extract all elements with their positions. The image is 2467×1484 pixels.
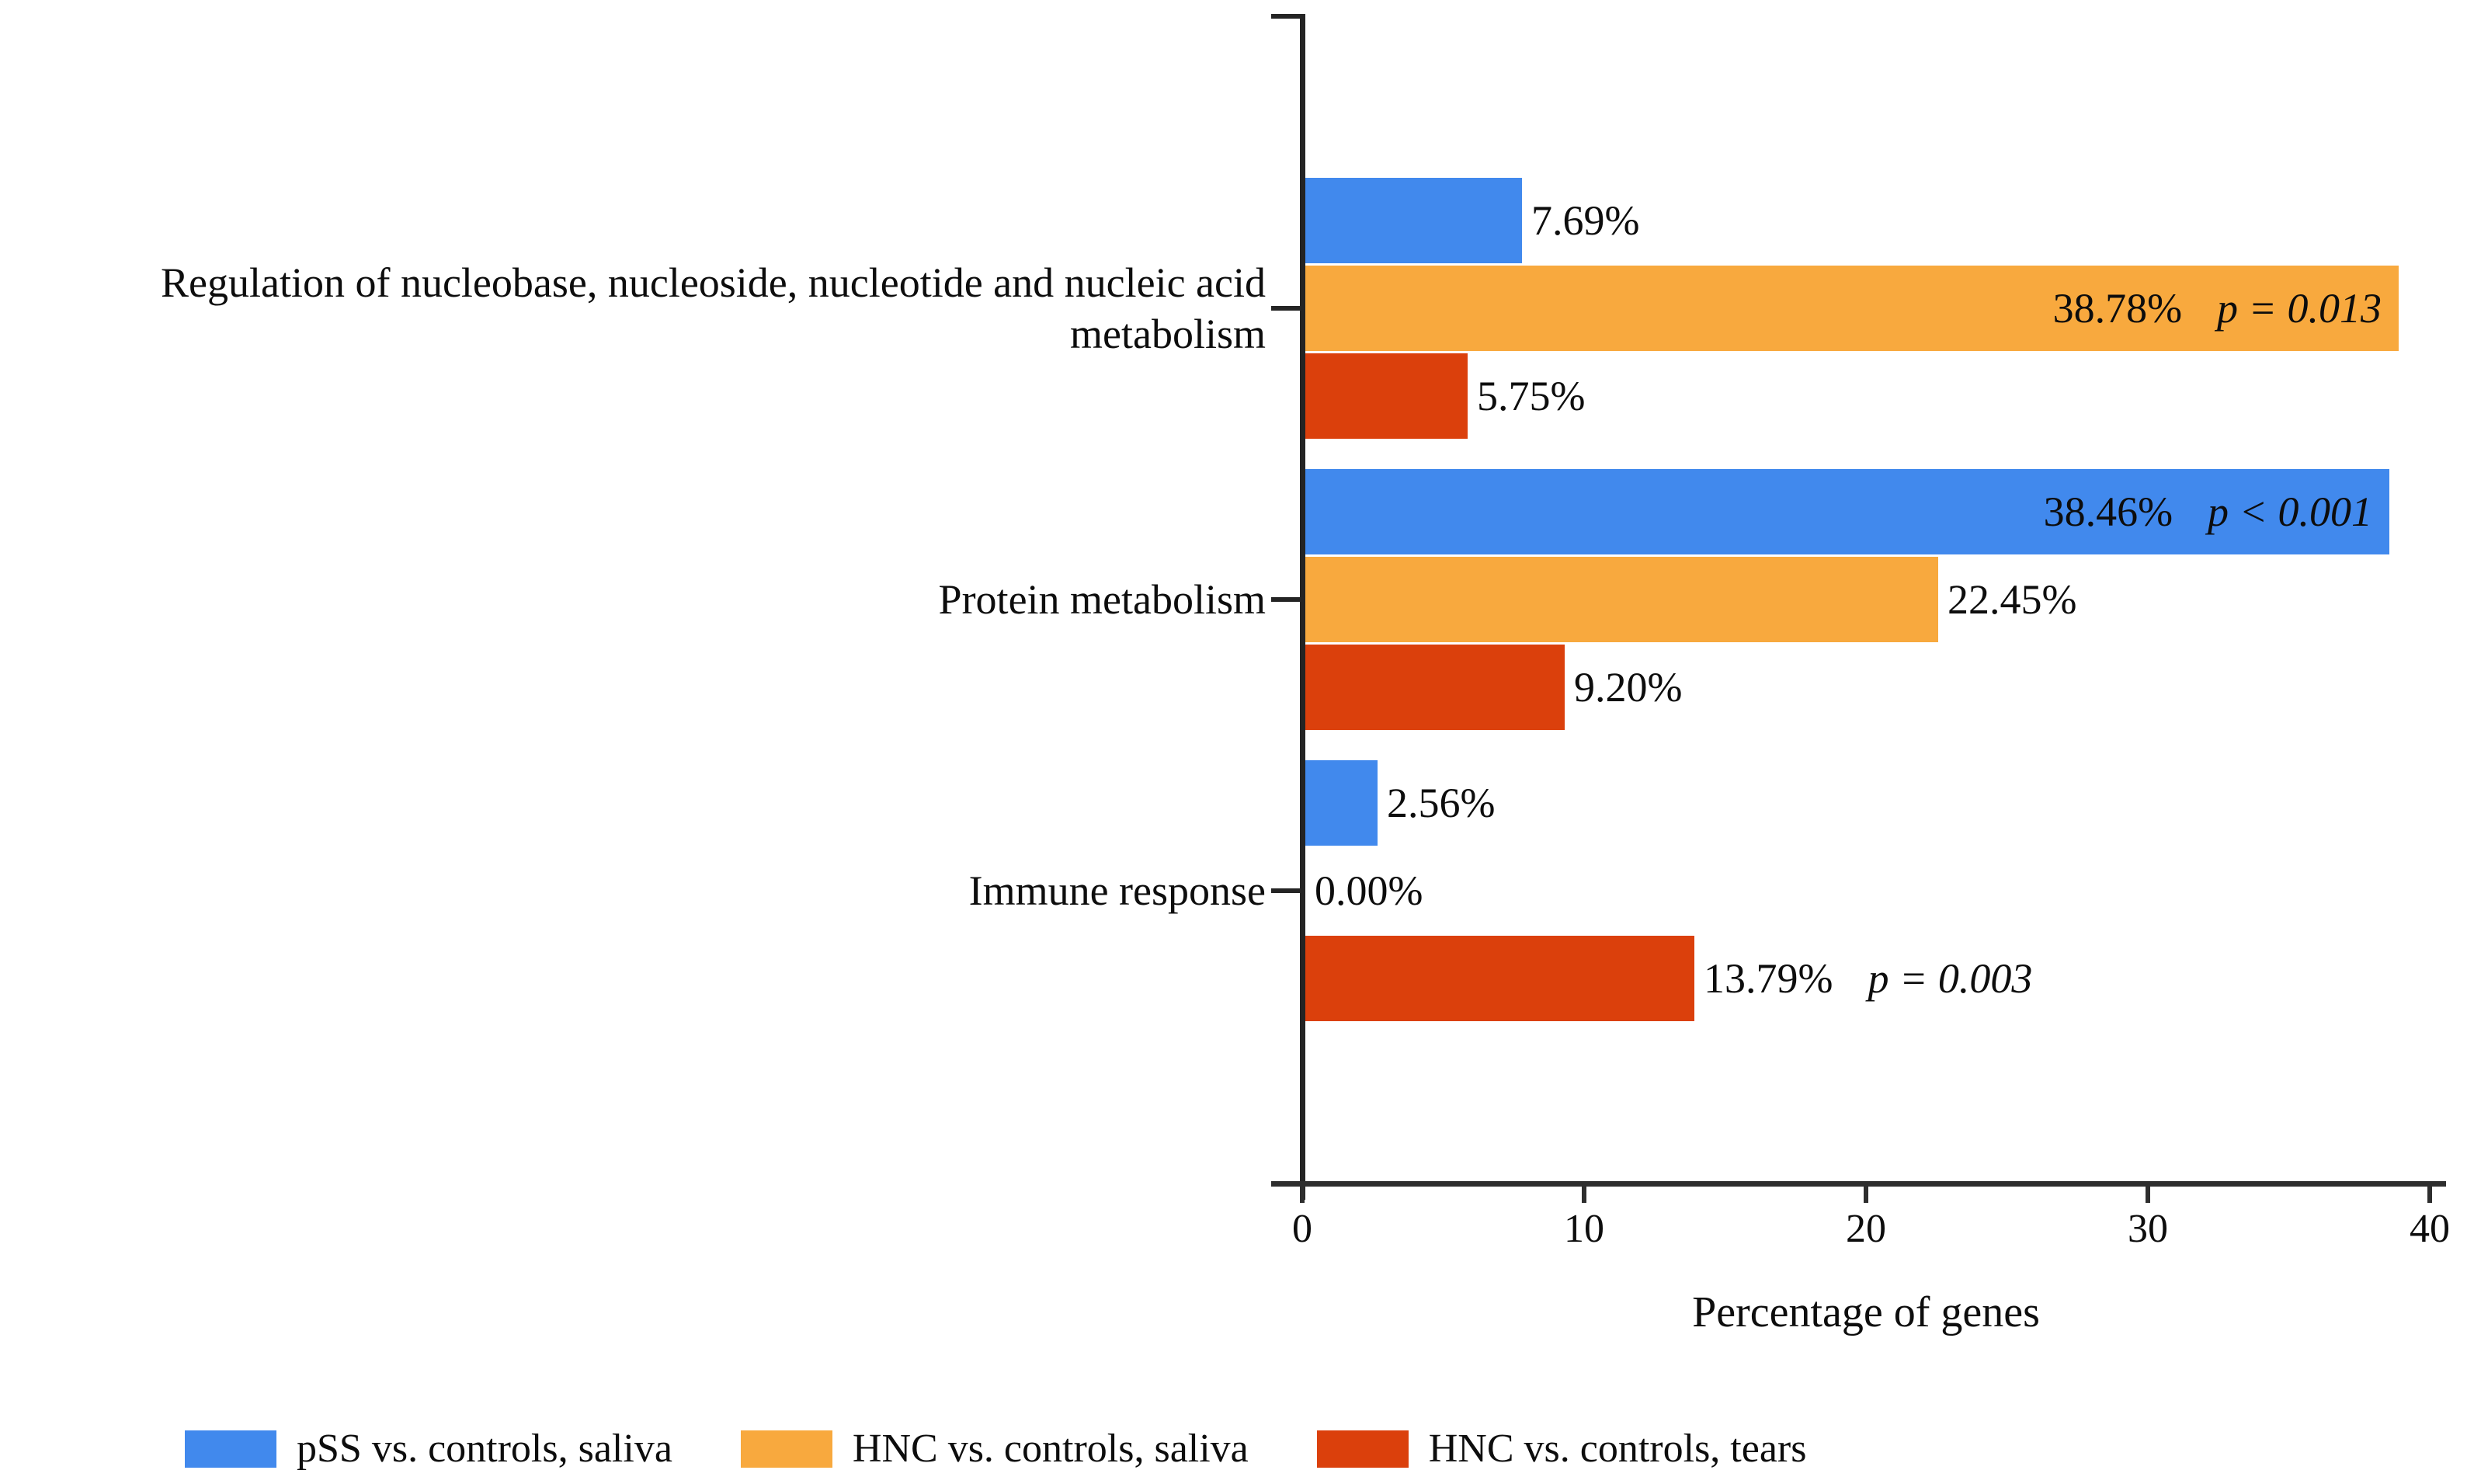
legend-label: HNC vs. controls, saliva: [852, 1427, 1249, 1471]
percent-value: 38.78%: [2052, 285, 2183, 332]
bar-hnc-vs-controls-tears-c0: [1305, 353, 1468, 439]
bar-value-label: 5.75%: [1477, 372, 1585, 420]
percent-value: 22.45%: [1948, 576, 2077, 623]
bar-hnc-vs-controls-saliva-c1: [1305, 557, 1938, 642]
p-value: p = 0.003: [1868, 955, 2033, 1002]
bar-hnc-vs-controls-tears-c1: [1305, 645, 1565, 730]
y-tick-mark: [1271, 306, 1302, 311]
legend-swatch: [185, 1430, 276, 1468]
y-axis-line: [1300, 14, 1305, 1200]
x-tick-label: 40: [2410, 1207, 2450, 1251]
category-label: Regulation of nucleobase, nucleoside, nu…: [161, 259, 1266, 357]
bar-value-label: 22.45%: [1948, 575, 2076, 624]
legend-swatch: [740, 1430, 832, 1468]
legend-swatch: [1316, 1430, 1409, 1468]
bar-value-label: 9.20%: [1574, 663, 1682, 711]
y-tick-mark: [1271, 14, 1302, 19]
percent-value: 38.46%: [2043, 488, 2173, 535]
x-tick-label: 20: [1846, 1207, 1886, 1251]
legend-item: pSS vs. controls, saliva: [185, 1426, 672, 1472]
legend-label: HNC vs. controls, tears: [1428, 1427, 1807, 1471]
y-tick-mark: [1271, 888, 1302, 893]
percent-value: 0.00%: [1315, 867, 1423, 914]
percent-value: 13.79%: [1704, 955, 1833, 1002]
legend-item: HNC vs. controls, saliva: [740, 1426, 1249, 1472]
category-label: Protein metabolism: [938, 576, 1266, 623]
percent-value: 9.20%: [1574, 664, 1683, 711]
x-tick-label: 10: [1564, 1207, 1604, 1251]
bar-pss-vs-controls-saliva-c0: [1305, 178, 1522, 263]
category-label: Immune response: [968, 867, 1266, 914]
p-value: p < 0.001: [2208, 488, 2372, 535]
y-tick-mark: [1271, 597, 1302, 602]
bar-value-label: 7.69%: [1531, 196, 1639, 245]
percent-value: 2.56%: [1387, 780, 1496, 826]
p-value: p = 0.013: [2217, 285, 2382, 332]
bar-pss-vs-controls-saliva-c1: [1305, 469, 2389, 554]
x-tick-mark: [1300, 1186, 1305, 1203]
legend: pSS vs. controls, saliva HNC vs. controls…: [185, 1426, 1806, 1472]
percent-value: 5.75%: [1477, 373, 1586, 419]
bar-hnc-vs-controls-saliva-c0: [1305, 266, 2399, 351]
x-tick-mark: [1864, 1186, 1868, 1203]
x-axis-title: Percentage of genes: [1692, 1288, 2040, 1336]
bar-value-label: 38.78% p = 0.013: [2053, 284, 2382, 332]
legend-item: HNC vs. controls, tears: [1316, 1426, 1807, 1472]
bar-hnc-vs-controls-tears-c2: [1305, 936, 1694, 1021]
percent-value: 7.69%: [1531, 197, 1640, 244]
x-tick-label: 30: [2128, 1207, 2168, 1251]
bar-pss-vs-controls-saliva-c2: [1305, 760, 1378, 846]
bar-value-label: 2.56%: [1387, 779, 1495, 827]
x-tick-mark: [2427, 1186, 2432, 1203]
legend-label: pSS vs. controls, saliva: [297, 1427, 672, 1471]
x-axis-line: [1271, 1181, 2446, 1187]
x-tick-label: 0: [1292, 1207, 1312, 1251]
bar-value-label: 0.00%: [1315, 867, 1423, 915]
bar-value-label: 13.79% p = 0.003: [1704, 954, 2032, 1003]
bar-value-label: 38.46% p < 0.001: [2044, 488, 2372, 536]
x-tick-mark: [2146, 1186, 2150, 1203]
x-tick-mark: [1582, 1186, 1586, 1203]
